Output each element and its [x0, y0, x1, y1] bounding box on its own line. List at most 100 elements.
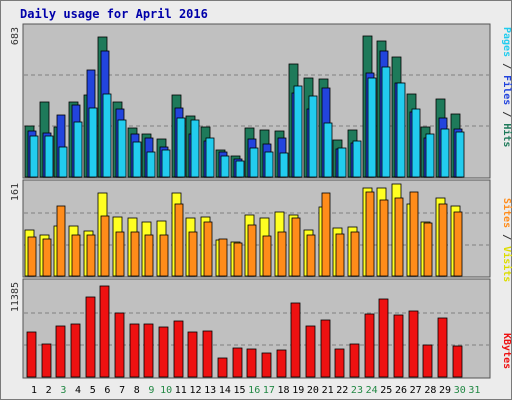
bar-pages-day-29 — [440, 128, 450, 178]
day-label-18: 18 — [278, 385, 290, 396]
day-label-17: 17 — [263, 385, 275, 396]
legend-sep-2: / — [501, 105, 512, 123]
day-label-27: 27 — [410, 385, 422, 396]
bar-kbytes-day-2 — [41, 343, 52, 378]
bar-kbytes-day-11 — [173, 320, 184, 378]
day-label-30: 30 — [454, 385, 466, 396]
bar-sites-day-17 — [262, 235, 272, 277]
legend-hits: Hits — [501, 123, 512, 147]
bar-kbytes-day-21 — [320, 319, 331, 378]
bar-sites-day-22 — [335, 233, 345, 277]
bar-pages-day-23 — [352, 140, 362, 178]
bar-sites-day-10 — [159, 234, 169, 277]
bar-kbytes-day-15 — [232, 347, 243, 378]
bar-kbytes-day-3 — [55, 325, 66, 378]
day-label-14: 14 — [219, 385, 231, 396]
bar-kbytes-day-22 — [334, 348, 345, 378]
bar-kbytes-day-25 — [378, 298, 389, 378]
day-label-25: 25 — [380, 385, 392, 396]
bar-kbytes-day-19 — [290, 302, 301, 378]
bar-pages-day-13 — [205, 137, 215, 178]
day-label-3: 3 — [60, 385, 66, 396]
bar-kbytes-day-5 — [85, 296, 96, 378]
bar-pages-day-6 — [102, 93, 112, 178]
bar-pages-day-20 — [308, 95, 318, 178]
bar-kbytes-day-24 — [364, 313, 375, 378]
day-label-10: 10 — [160, 385, 172, 396]
bar-sites-day-15 — [233, 242, 243, 277]
bar-kbytes-day-14 — [217, 357, 228, 378]
bar-kbytes-day-4 — [70, 323, 81, 378]
bar-pages-day-11 — [176, 117, 186, 178]
bar-sites-day-5 — [86, 234, 96, 277]
day-label-2: 2 — [46, 385, 52, 396]
bot-max-label: 11385 — [10, 282, 21, 312]
day-label-15: 15 — [233, 385, 245, 396]
bar-sites-day-9 — [144, 234, 154, 277]
day-label-24: 24 — [366, 385, 378, 396]
bar-pages-day-12 — [190, 119, 200, 178]
bar-sites-day-26 — [394, 197, 404, 277]
bar-pages-day-10 — [161, 149, 171, 178]
bar-sites-day-11 — [174, 203, 184, 277]
bar-kbytes-day-18 — [276, 349, 287, 378]
day-label-9: 9 — [148, 385, 154, 396]
day-label-8: 8 — [134, 385, 140, 396]
day-label-6: 6 — [104, 385, 110, 396]
bar-sites-day-3 — [56, 205, 66, 277]
mid-max-label: 161 — [10, 183, 21, 201]
chart-title: Daily usage for April 2016 — [20, 7, 208, 21]
bar-sites-day-29 — [438, 203, 448, 277]
bar-kbytes-day-9 — [143, 323, 154, 378]
bar-kbytes-day-6 — [99, 285, 110, 378]
legend-pages: Pages — [501, 27, 512, 57]
bar-kbytes-day-7 — [114, 312, 125, 378]
bar-sites-day-23 — [350, 231, 360, 277]
bar-pages-day-28 — [425, 133, 435, 178]
legend-sep-1: / — [501, 57, 512, 75]
day-label-19: 19 — [292, 385, 304, 396]
legend-kbytes: KBytes — [501, 333, 512, 369]
day-label-11: 11 — [175, 385, 187, 396]
bar-kbytes-day-29 — [437, 317, 448, 378]
day-label-4: 4 — [75, 385, 81, 396]
bar-sites-day-25 — [379, 199, 389, 277]
bar-sites-day-21 — [321, 192, 331, 277]
bar-pages-day-2 — [44, 135, 54, 178]
day-label-16: 16 — [248, 385, 260, 396]
bar-pages-day-7 — [117, 119, 127, 178]
bar-pages-day-8 — [132, 141, 142, 178]
bar-kbytes-day-17 — [261, 352, 272, 378]
bar-pages-day-17 — [264, 151, 274, 178]
day-label-31: 31 — [468, 385, 480, 396]
bar-kbytes-day-13 — [202, 330, 213, 378]
legend-files: Files — [501, 75, 512, 105]
day-label-28: 28 — [424, 385, 436, 396]
bar-sites-day-1 — [27, 236, 37, 277]
mid-legend: Sites / Visits — [501, 198, 512, 282]
bar-kbytes-day-10 — [158, 326, 169, 378]
bar-sites-day-7 — [115, 231, 125, 277]
bar-kbytes-day-20 — [305, 325, 316, 378]
bar-pages-day-4 — [73, 121, 83, 178]
bar-pages-day-27 — [411, 108, 421, 178]
legend-sites: Sites — [501, 198, 512, 228]
bar-kbytes-day-23 — [349, 343, 360, 378]
bar-sites-day-16 — [247, 224, 257, 277]
day-label-13: 13 — [204, 385, 216, 396]
day-label-1: 1 — [31, 385, 37, 396]
bar-pages-day-9 — [146, 151, 156, 178]
day-label-21: 21 — [322, 385, 334, 396]
top-max-label: 683 — [10, 27, 21, 45]
day-label-23: 23 — [351, 385, 363, 396]
day-label-22: 22 — [336, 385, 348, 396]
top-legend: Pages / Files / Hits — [501, 27, 512, 147]
bar-pages-day-25 — [381, 66, 391, 178]
day-label-7: 7 — [119, 385, 125, 396]
bar-sites-day-28 — [423, 222, 433, 277]
bar-pages-day-19 — [293, 85, 303, 178]
bar-pages-day-22 — [337, 147, 347, 178]
bar-sites-day-14 — [218, 238, 228, 277]
bar-sites-day-6 — [100, 215, 110, 277]
bar-kbytes-day-30 — [452, 345, 463, 378]
